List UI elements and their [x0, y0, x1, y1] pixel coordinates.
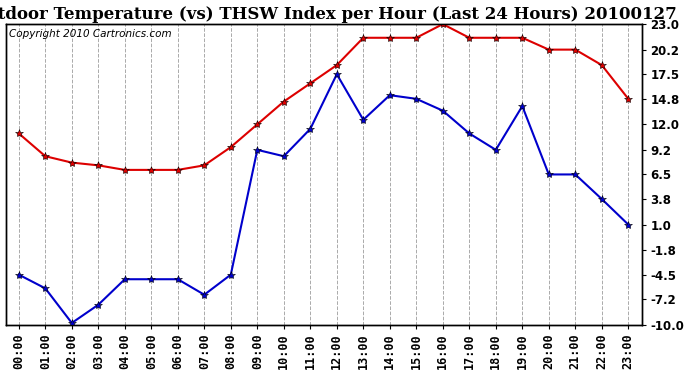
Title: Outdoor Temperature (vs) THSW Index per Hour (Last 24 Hours) 20100127: Outdoor Temperature (vs) THSW Index per … [0, 6, 676, 22]
Text: Copyright 2010 Cartronics.com: Copyright 2010 Cartronics.com [9, 28, 171, 39]
